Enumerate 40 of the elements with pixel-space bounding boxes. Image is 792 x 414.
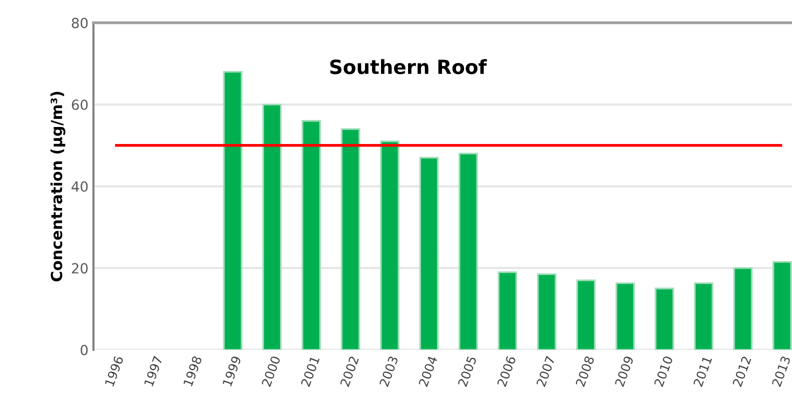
bar [223,70,242,350]
x-tick-label: 2000 [261,356,281,388]
bar [537,273,556,350]
x-tick-label: 2012 [732,356,752,388]
y-tick-label: 60 [72,100,88,110]
x-tick-label: 1997 [144,356,163,387]
bar [302,120,321,350]
x-tick-label: 2011 [693,356,712,388]
x-tick-label: 2008 [575,356,595,388]
x-tick-label: 2009 [614,356,634,388]
y-tick-label: 0 [80,344,88,356]
bar [498,271,518,350]
x-tick-label: 2003 [379,356,398,388]
x-tick-label: 2013 [772,356,791,388]
bar [733,267,753,350]
x-tick-label: 2007 [536,356,556,388]
x-tick-label: 2004 [418,355,438,388]
x-tick-label: 2010 [654,356,674,388]
bar [654,288,674,350]
x-tick-label: 1998 [183,356,202,387]
x-tick-label: 2005 [458,356,477,388]
bar [616,282,635,350]
bar [340,128,360,350]
y-axis-title: Concentration (µg/m³) [50,92,66,282]
bar [262,104,282,350]
y-tick-label: 20 [72,263,88,274]
x-tick-label: 2006 [496,356,516,388]
y-tick-label: 40 [72,181,88,192]
x-tick-label: 2002 [340,356,359,388]
bar [772,261,792,350]
bar [694,282,714,350]
x-tick-label: 1996 [104,356,124,387]
y-tick-label: 80 [72,18,88,28]
bar [458,152,478,350]
bar [419,156,439,350]
bar [380,140,400,350]
x-tick-label: 1999 [222,356,242,387]
bar [576,279,596,350]
x-tick-label: 2001 [300,356,320,388]
text: Southern Roof [330,59,487,74]
